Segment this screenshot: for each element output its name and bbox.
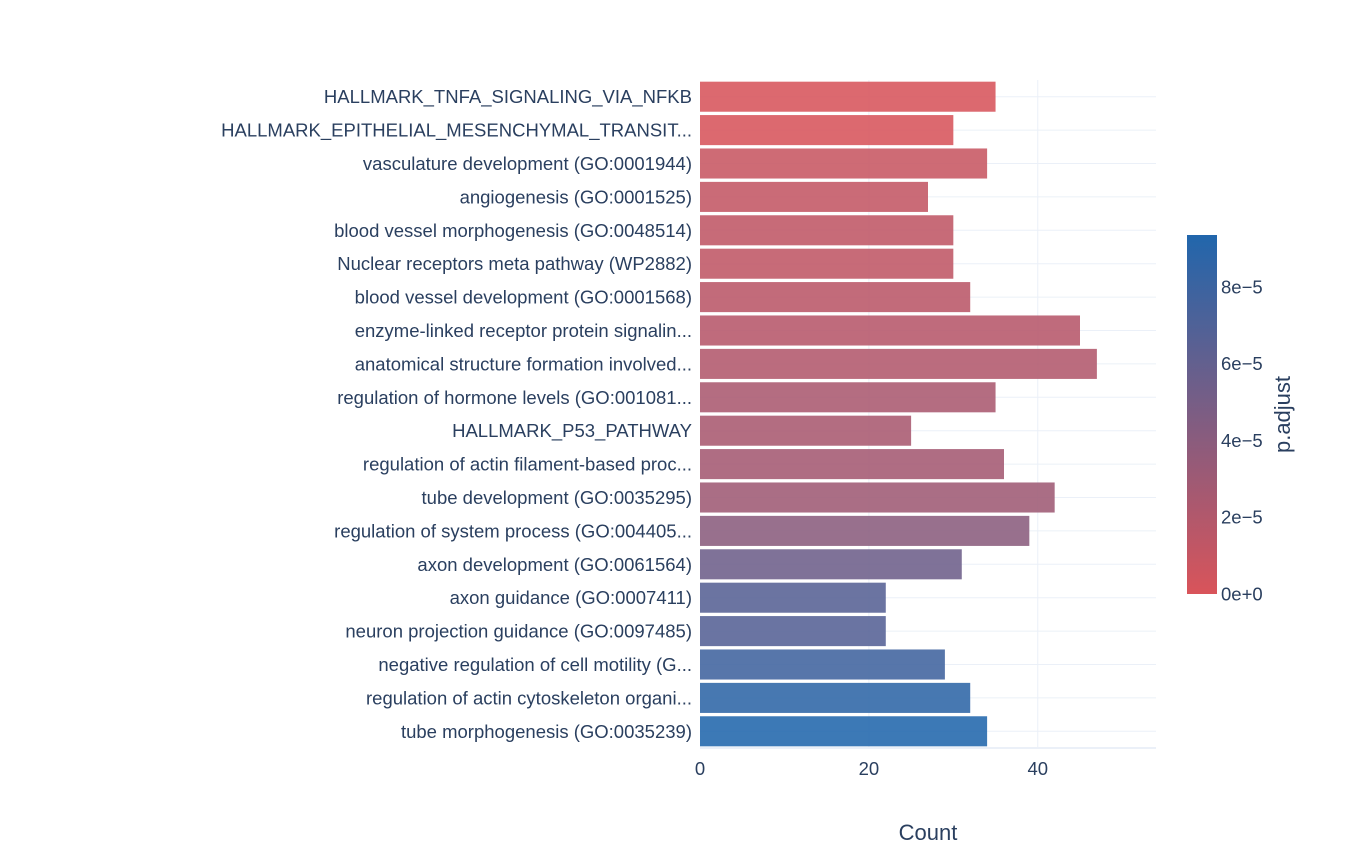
bar	[700, 248, 954, 279]
x-axis-title: Count	[899, 820, 958, 845]
y-tick-label: regulation of actin filament-based proc.…	[363, 454, 692, 475]
x-tick-label: 40	[1027, 758, 1048, 779]
bar	[700, 181, 928, 212]
bar	[700, 81, 996, 112]
y-tick-label: negative regulation of cell motility (G.…	[378, 654, 692, 675]
y-tick-label: tube morphogenesis (GO:0035239)	[401, 721, 692, 742]
y-tick-label: blood vessel development (GO:0001568)	[355, 287, 692, 308]
y-tick-label: axon guidance (GO:0007411)	[450, 587, 692, 608]
y-tick-label: vasculature development (GO:0001944)	[363, 153, 692, 174]
bar	[700, 148, 988, 179]
bar	[700, 616, 886, 647]
bar	[700, 482, 1055, 513]
y-tick-label: HALLMARK_P53_PATHWAY	[452, 420, 692, 442]
colorbar-title: p.adjust	[1270, 376, 1295, 453]
colorbar-tick-label: 8e−5	[1221, 276, 1263, 297]
colorbar-tick-label: 2e−5	[1221, 507, 1263, 528]
y-tick-label: anatomical structure formation involved.…	[355, 353, 692, 374]
bar	[700, 315, 1080, 346]
y-tick-label: axon development (GO:0061564)	[417, 554, 692, 575]
x-tick-labels: 0 20 40	[695, 758, 1048, 779]
bar	[700, 382, 996, 413]
bar	[700, 682, 971, 713]
bar	[700, 515, 1030, 546]
bar	[700, 449, 1004, 480]
y-tick-label: HALLMARK_TNFA_SIGNALING_VIA_NFKB	[324, 86, 692, 108]
x-tick-label: 20	[859, 758, 880, 779]
y-tick-label: Nuclear receptors meta pathway (WP2882)	[337, 253, 692, 274]
x-tick-label: 0	[695, 758, 705, 779]
bar	[700, 649, 945, 680]
y-tick-label: blood vessel morphogenesis (GO:0048514)	[334, 220, 692, 241]
bar	[700, 582, 886, 613]
grid-lines	[700, 80, 1156, 748]
y-tick-label: enzyme-linked receptor protein signalin.…	[355, 320, 692, 341]
colorbar	[1187, 235, 1217, 594]
bar	[700, 215, 954, 246]
y-tick-label: tube development (GO:0035295)	[422, 487, 692, 508]
colorbar-tick-label: 4e−5	[1221, 430, 1263, 451]
colorbar-tick-labels: 0e+0 2e−5 4e−5 6e−5 8e−5	[1221, 276, 1263, 604]
y-tick-label: neuron projection guidance (GO:0097485)	[345, 621, 692, 642]
bar	[700, 115, 954, 146]
y-tick-label: regulation of hormone levels (GO:001081.…	[337, 387, 692, 408]
y-tick-label: regulation of actin cytoskeleton organi.…	[366, 687, 692, 708]
bar	[700, 549, 962, 580]
colorbar-tick-label: 6e−5	[1221, 353, 1263, 374]
y-tick-label: angiogenesis (GO:0001525)	[460, 186, 692, 207]
y-tick-labels: HALLMARK_TNFA_SIGNALING_VIA_NFKB HALLMARK…	[221, 86, 692, 742]
colorbar-tick-label: 0e+0	[1221, 584, 1263, 605]
bars	[700, 81, 1097, 747]
bar	[700, 415, 912, 446]
bar	[700, 282, 971, 313]
bar	[700, 348, 1097, 379]
y-tick-label: regulation of system process (GO:004405.…	[334, 520, 692, 541]
bar	[700, 716, 988, 747]
y-tick-label: HALLMARK_EPITHELIAL_MESENCHYMAL_TRANSIT.…	[221, 120, 692, 142]
